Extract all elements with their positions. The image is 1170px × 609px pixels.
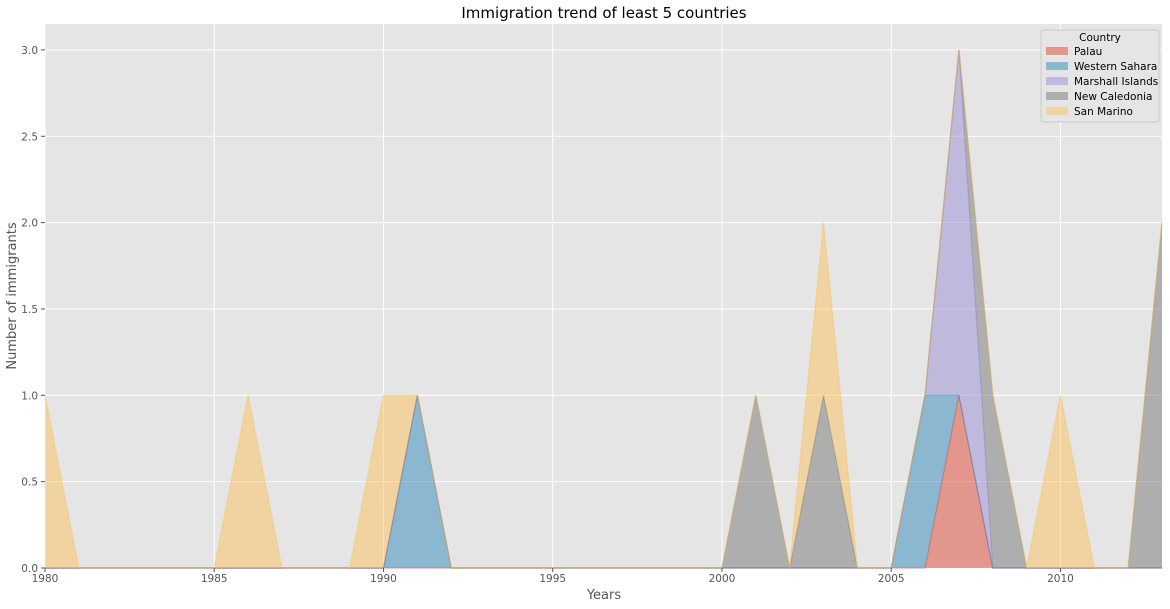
legend-box [1040, 29, 1160, 123]
legend-title: Country [1079, 32, 1121, 44]
y-tick-label: 2.5 [21, 131, 38, 143]
legend-label: San Marino [1074, 106, 1133, 118]
area-series-group [44, 49, 1163, 569]
legend-swatch [1046, 107, 1068, 115]
x-tick-label: 2010 [1047, 573, 1074, 585]
y-tick-label: 0.5 [21, 477, 38, 489]
x-tick-label: 2000 [709, 573, 736, 585]
x-tick-label: 1995 [539, 573, 566, 585]
y-tick-label: 2.0 [21, 218, 38, 230]
y-axis-title: Number of immigrants [5, 222, 20, 369]
legend: Country Palau Western Sahara Marshall Isla… [1040, 29, 1160, 123]
legend-label: Western Sahara [1074, 61, 1157, 73]
legend-swatch [1046, 47, 1068, 55]
x-tick-label: 2005 [878, 573, 905, 585]
line-san-marino [44, 49, 1163, 569]
legend-swatch [1046, 62, 1068, 70]
y-tick-label: 1.0 [21, 390, 38, 402]
y-tick-label: 3.0 [21, 45, 38, 57]
y-axis-ticks: 0.0 0.5 1.0 1.5 2.0 2.5 3.0 [21, 45, 45, 575]
x-tick-label: 1985 [201, 573, 228, 585]
legend-label: Palau [1074, 46, 1102, 58]
area-marshall-islands [45, 49, 1162, 568]
legend-label: New Caledonia [1074, 91, 1152, 103]
x-axis-title: Years [586, 588, 622, 603]
y-tick-label: 1.5 [21, 304, 38, 316]
legend-swatch [1046, 77, 1068, 85]
x-tick-label: 1990 [370, 573, 397, 585]
y-tick-label: 0.0 [21, 563, 38, 575]
x-tick-label: 1980 [32, 573, 59, 585]
chart-title: Immigration trend of least 5 countries [461, 4, 746, 22]
area-san-marino [45, 49, 1162, 568]
x-axis-ticks: 1980 1985 1990 1995 2000 2005 2010 [32, 568, 1074, 585]
area-western-sahara [45, 395, 1162, 568]
legend-swatch [1046, 92, 1068, 100]
legend-label: Marshall Islands [1074, 76, 1158, 88]
